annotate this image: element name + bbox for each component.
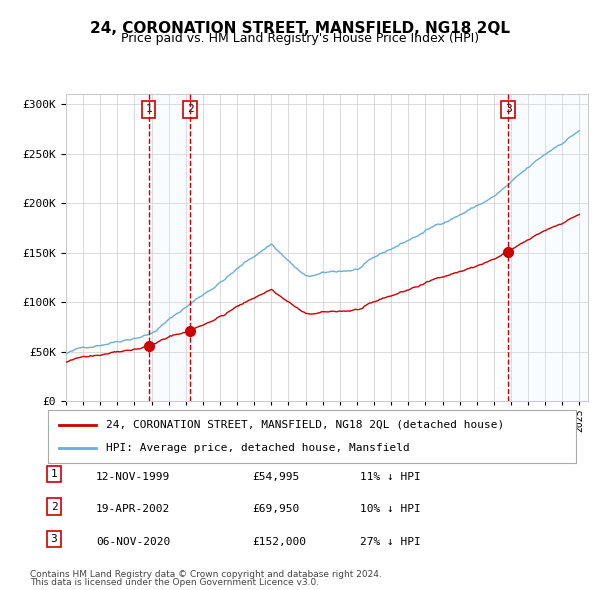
Text: 24, CORONATION STREET, MANSFIELD, NG18 2QL (detached house): 24, CORONATION STREET, MANSFIELD, NG18 2… bbox=[106, 420, 505, 430]
Text: £69,950: £69,950 bbox=[252, 504, 299, 514]
Text: This data is licensed under the Open Government Licence v3.0.: This data is licensed under the Open Gov… bbox=[30, 578, 319, 587]
Text: 3: 3 bbox=[50, 534, 58, 544]
Text: £152,000: £152,000 bbox=[252, 537, 306, 547]
Text: 19-APR-2002: 19-APR-2002 bbox=[96, 504, 170, 514]
Text: HPI: Average price, detached house, Mansfield: HPI: Average price, detached house, Mans… bbox=[106, 443, 410, 453]
Text: 11% ↓ HPI: 11% ↓ HPI bbox=[360, 472, 421, 482]
Text: Price paid vs. HM Land Registry's House Price Index (HPI): Price paid vs. HM Land Registry's House … bbox=[121, 32, 479, 45]
Text: 1: 1 bbox=[50, 469, 58, 479]
Text: 27% ↓ HPI: 27% ↓ HPI bbox=[360, 537, 421, 547]
Text: 12-NOV-1999: 12-NOV-1999 bbox=[96, 472, 170, 482]
Bar bbox=[149, 94, 190, 401]
Text: Contains HM Land Registry data © Crown copyright and database right 2024.: Contains HM Land Registry data © Crown c… bbox=[30, 571, 382, 579]
Text: 2: 2 bbox=[50, 502, 58, 512]
Text: 2: 2 bbox=[187, 104, 193, 114]
Text: 24, CORONATION STREET, MANSFIELD, NG18 2QL: 24, CORONATION STREET, MANSFIELD, NG18 2… bbox=[90, 21, 510, 35]
Text: £54,995: £54,995 bbox=[252, 472, 299, 482]
Bar bbox=[508, 94, 588, 401]
Text: 1: 1 bbox=[145, 104, 152, 114]
Text: 06-NOV-2020: 06-NOV-2020 bbox=[96, 537, 170, 547]
Text: 3: 3 bbox=[505, 104, 512, 114]
Text: 10% ↓ HPI: 10% ↓ HPI bbox=[360, 504, 421, 514]
